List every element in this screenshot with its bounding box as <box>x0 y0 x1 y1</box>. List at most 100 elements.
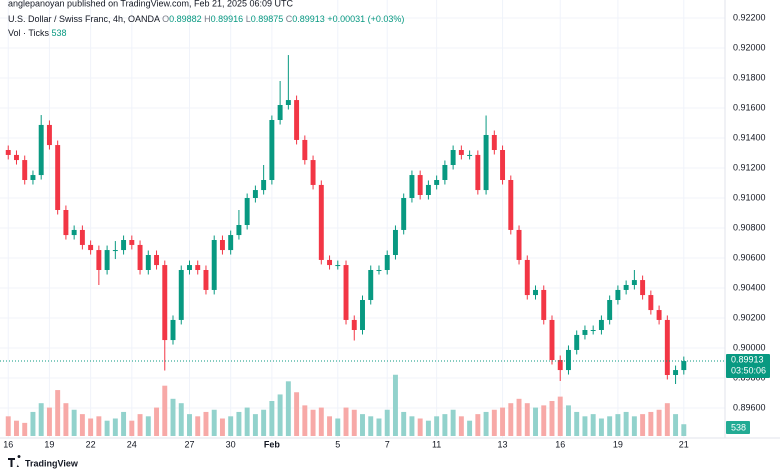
volume-bar <box>598 418 604 436</box>
candle-body <box>425 184 431 195</box>
symbol: U.S. Dollar / Swiss Franc, 4h, OANDA <box>8 14 160 24</box>
volume-last-box <box>726 421 750 434</box>
candle-body <box>261 180 267 191</box>
volume-bar <box>187 414 192 436</box>
volume-bar <box>269 401 275 436</box>
candle-body <box>508 180 514 230</box>
candle-body <box>648 295 654 311</box>
candle-body <box>623 285 629 290</box>
volume-bar <box>285 381 291 436</box>
volume-bar <box>582 416 588 436</box>
volume-bar <box>516 398 522 436</box>
candle-body <box>615 289 621 300</box>
x-tick-label: 11 <box>432 439 441 449</box>
volume-bar <box>376 418 382 436</box>
candle-body <box>384 255 390 270</box>
legend-value: 0.89916 <box>211 14 244 24</box>
volume-bar <box>631 416 637 436</box>
candle-body <box>557 360 563 371</box>
volume-bar <box>88 418 94 436</box>
volume-bar <box>434 416 440 436</box>
candle-body <box>590 330 596 331</box>
volume-bar <box>327 416 333 436</box>
candle-body <box>541 289 547 320</box>
candle-body <box>442 165 448 180</box>
publisher-line: anglepanoyan published on TradingView.co… <box>8 0 294 8</box>
volume-bar <box>63 403 69 436</box>
volume-bar <box>607 416 613 436</box>
x-tick-label: 21 <box>679 439 689 449</box>
volume-bar <box>162 385 168 436</box>
legend-value: 0.89882 <box>169 14 202 24</box>
volume-bar <box>55 390 61 436</box>
x-tick-label: 24 <box>127 439 137 449</box>
candle-body <box>450 150 456 165</box>
x-tick-label: 5 <box>335 439 340 449</box>
volume-bar <box>211 409 217 436</box>
volume-bar <box>409 416 415 436</box>
volume-bar <box>475 414 481 436</box>
volume-bar <box>22 422 28 436</box>
volume-bar <box>467 420 473 436</box>
legend-label: H <box>204 14 211 24</box>
volume-bar <box>261 409 267 436</box>
candle-body <box>318 184 324 260</box>
candle-body <box>63 210 69 236</box>
volume-bar <box>483 411 489 436</box>
x-tick-label: 16 <box>555 439 565 449</box>
x-tick-label: 7 <box>385 439 390 449</box>
volume-bar <box>491 409 497 436</box>
candle-body <box>533 289 538 296</box>
volume-bar <box>368 416 374 436</box>
volume-bar <box>71 409 77 436</box>
y-tick-label: 0.90000 <box>733 342 766 352</box>
volume-bar <box>38 403 44 436</box>
volume-bar <box>104 420 110 436</box>
candle-body <box>376 270 382 271</box>
x-tick-label: 22 <box>86 439 96 449</box>
x-tick-label: 19 <box>613 439 623 449</box>
candle-body <box>294 100 300 140</box>
legend-label: O <box>162 14 169 24</box>
candle-layer <box>5 55 687 384</box>
candle-body <box>236 225 242 236</box>
volume-bar <box>5 416 11 436</box>
grid <box>0 0 725 438</box>
candle-body <box>154 255 160 266</box>
volume-bar <box>640 414 646 436</box>
candle-body <box>327 259 333 266</box>
volume-bar <box>557 396 563 436</box>
volume-bar <box>137 414 143 436</box>
candle-body <box>409 175 415 198</box>
volume-bar <box>178 403 184 436</box>
y-tick-label: 0.91200 <box>733 162 766 172</box>
candle-body <box>516 229 522 260</box>
volume-bar <box>623 411 629 436</box>
candle-body <box>368 270 374 300</box>
volume-bar <box>417 418 423 436</box>
volume-bar <box>565 405 571 436</box>
volume-bar <box>46 407 52 436</box>
candle-body <box>219 240 225 251</box>
volume-bar <box>14 420 19 436</box>
candle-body <box>178 270 184 320</box>
legend-value: 0.89913 <box>292 14 325 24</box>
candle-body <box>631 280 637 285</box>
volume-bar <box>302 405 308 436</box>
volume-bar <box>549 401 555 436</box>
candle-body <box>524 259 530 296</box>
volume-bar <box>533 407 538 436</box>
candle-body <box>5 150 11 155</box>
volume-bar <box>574 411 580 436</box>
candle-body <box>360 300 365 330</box>
x-tick-label: 27 <box>184 439 194 449</box>
candle-body <box>277 105 283 120</box>
candle-body <box>681 361 687 371</box>
volume-bar <box>351 409 357 436</box>
volume-bar <box>673 414 679 436</box>
volume-last: 538 <box>52 28 67 38</box>
volume-bar <box>244 407 250 436</box>
volume-bar <box>203 411 209 436</box>
volume-last-label: 538 <box>731 422 746 432</box>
brand-name: TradingView <box>25 458 79 468</box>
